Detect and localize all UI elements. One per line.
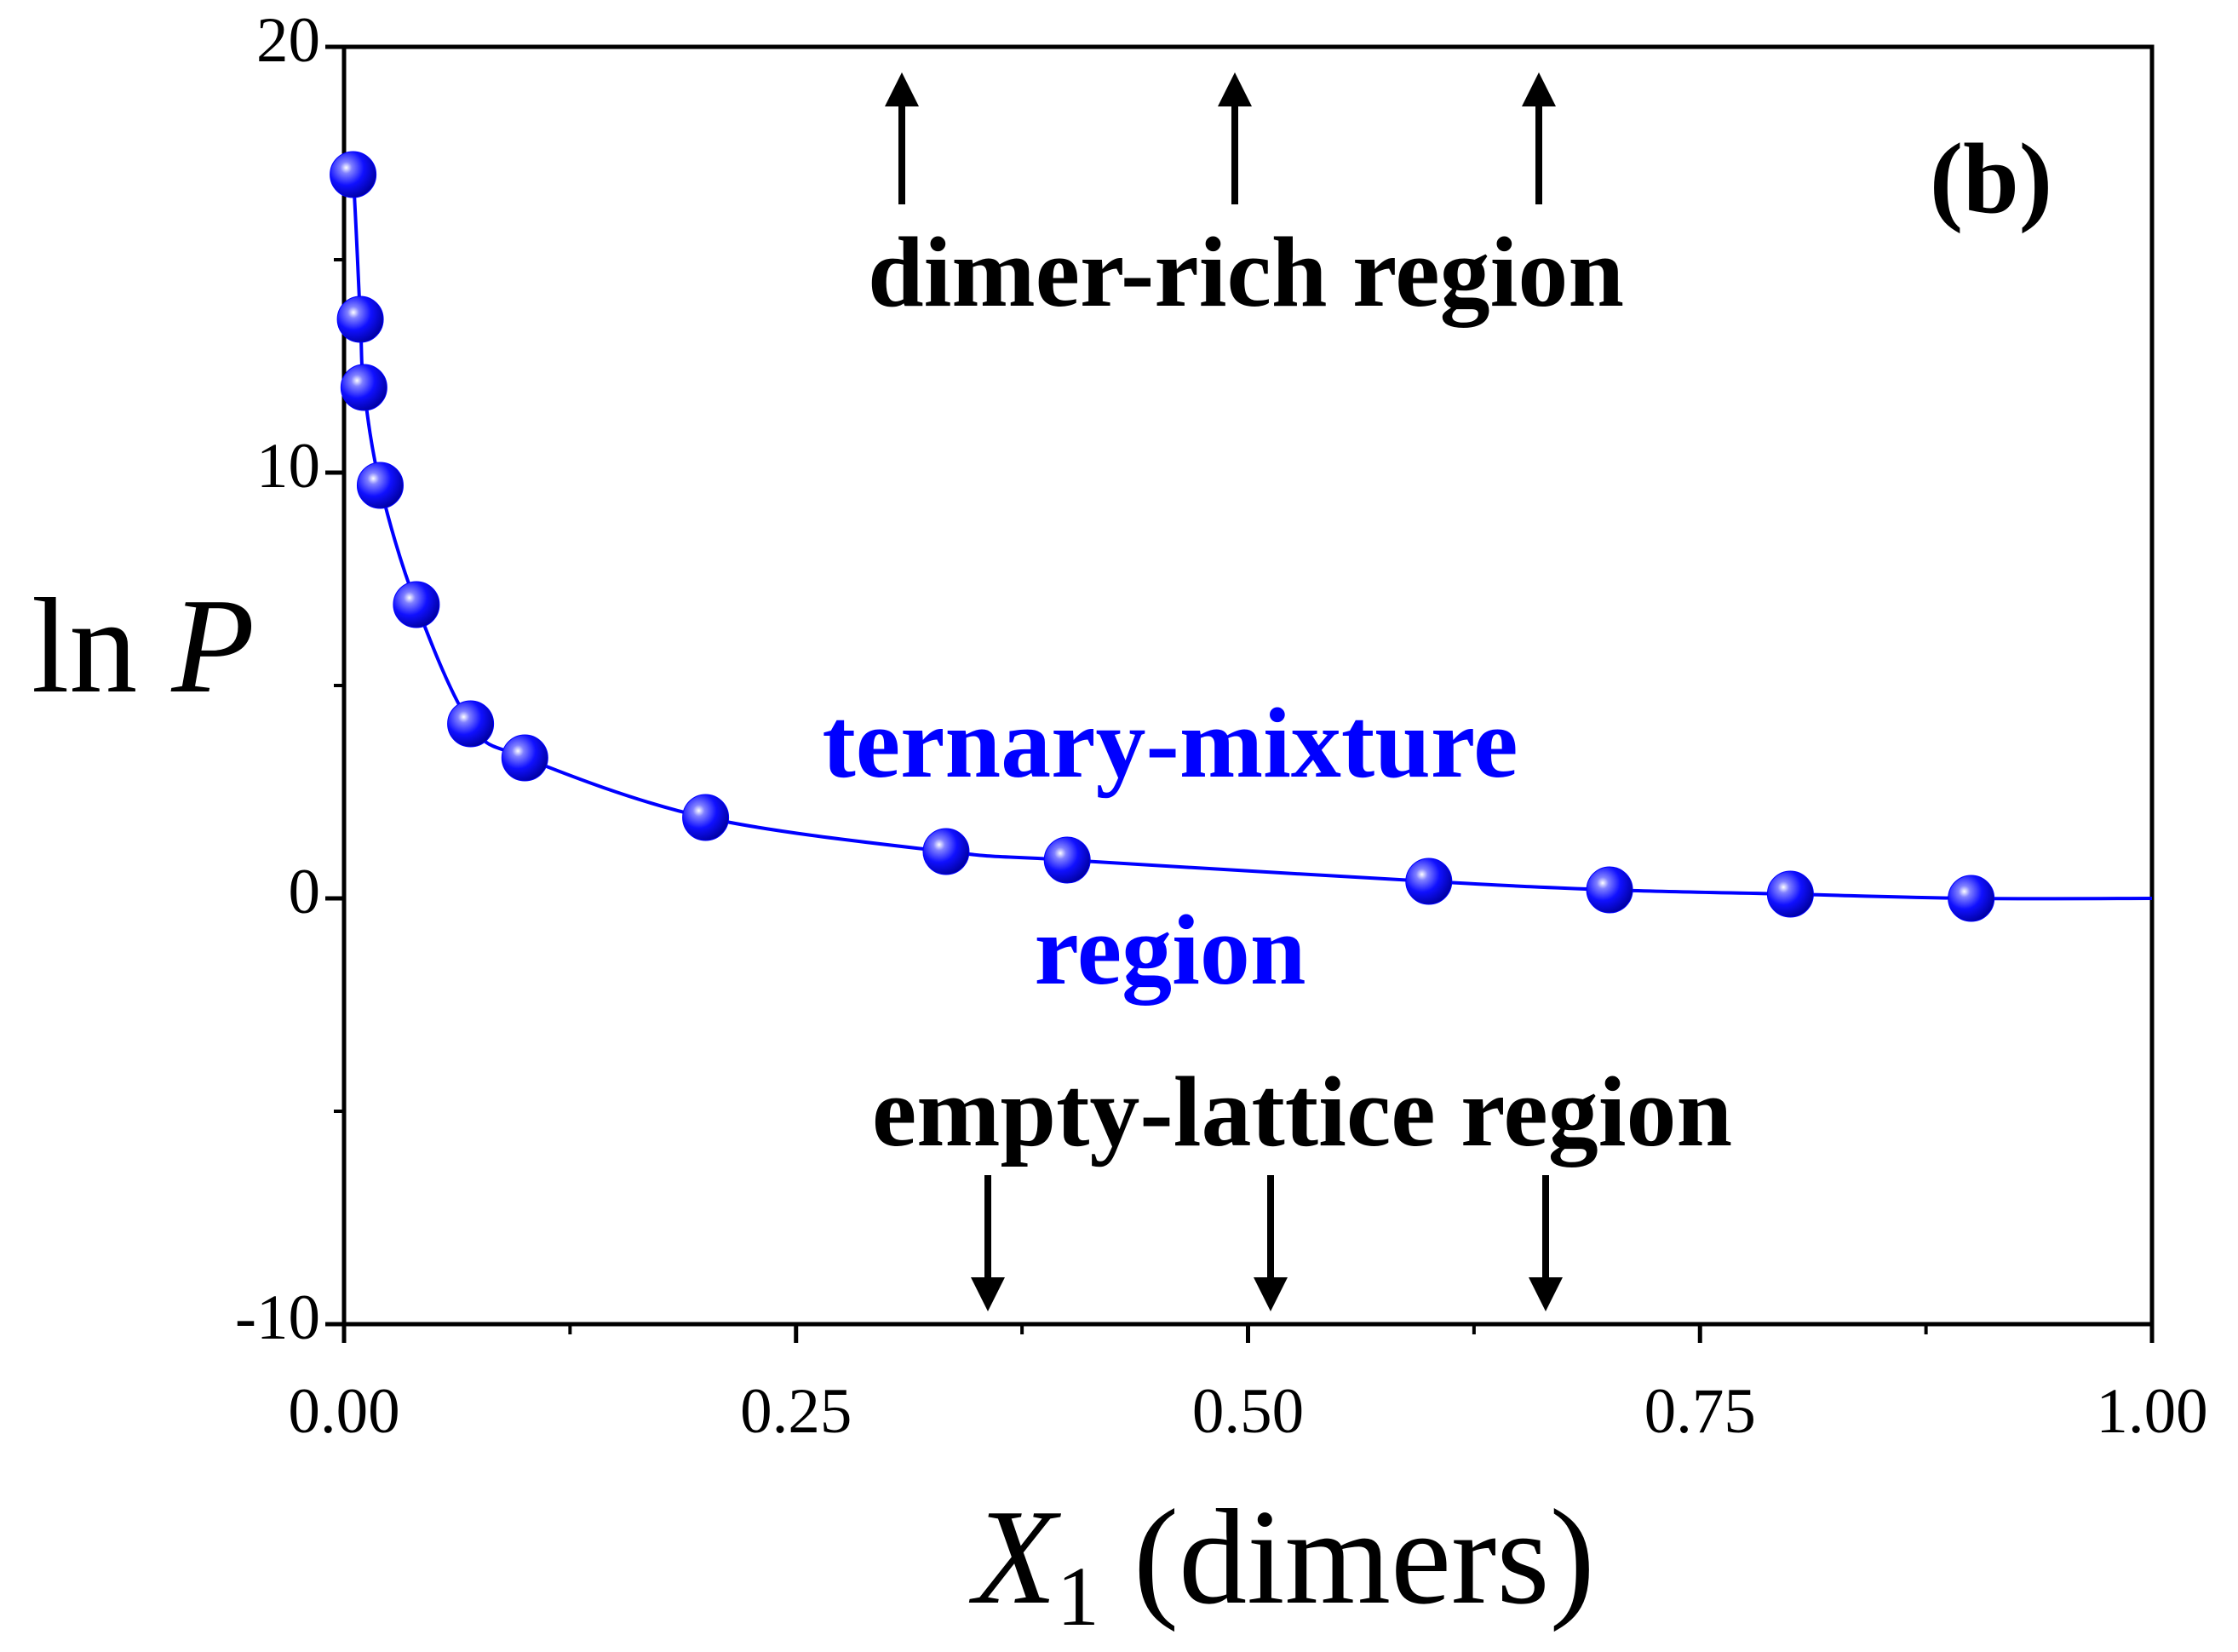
y-label-part: P bbox=[170, 570, 255, 721]
y-label-part: ln bbox=[32, 570, 171, 721]
y-tick-label: 10 bbox=[256, 431, 320, 502]
data-point bbox=[356, 462, 404, 509]
x-tick-label: 0.75 bbox=[1644, 1376, 1756, 1447]
x-axis-label: X1 (dimers) bbox=[968, 1481, 1595, 1643]
data-point bbox=[1766, 870, 1814, 918]
annotation: region bbox=[1034, 894, 1306, 1006]
x-tick-label: 0.25 bbox=[740, 1376, 852, 1447]
data-point bbox=[340, 364, 387, 411]
data-point bbox=[336, 295, 384, 343]
y-axis-label: ln P bbox=[32, 570, 255, 721]
x-tick-label: 0.50 bbox=[1192, 1376, 1304, 1447]
y-tick-label: 0 bbox=[289, 857, 321, 927]
data-point bbox=[1405, 858, 1453, 905]
data-point bbox=[1043, 836, 1091, 884]
x-label-part: (dimers) bbox=[1099, 1481, 1595, 1632]
annotation: empty-lattice region bbox=[872, 1056, 1732, 1167]
data-point bbox=[1586, 866, 1633, 914]
data-point bbox=[447, 700, 495, 748]
x-tick-label: 1.00 bbox=[2096, 1376, 2207, 1447]
panel-label: (b) bbox=[1930, 123, 2052, 234]
annotation: dimer-rich region bbox=[868, 216, 1624, 328]
annotation: ternary-mixture bbox=[823, 687, 1518, 799]
y-tick-label: 20 bbox=[256, 5, 320, 76]
y-tick-label: -10 bbox=[235, 1282, 320, 1353]
data-point bbox=[501, 734, 548, 782]
data-point bbox=[330, 151, 377, 198]
data-point bbox=[1948, 875, 1995, 922]
x-tick-label: 0.00 bbox=[288, 1376, 399, 1447]
data-point bbox=[922, 828, 970, 875]
data-point bbox=[393, 581, 440, 628]
x-label-part: 1 bbox=[1057, 1549, 1099, 1643]
x-label-part: X bbox=[968, 1481, 1061, 1632]
data-point bbox=[682, 794, 730, 841]
arrows bbox=[885, 72, 1563, 1311]
